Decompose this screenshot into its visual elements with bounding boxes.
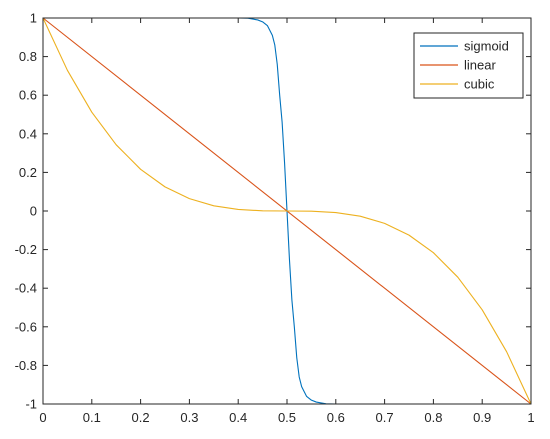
x-tick-label: 0.6	[327, 410, 345, 425]
x-tick-label: 0	[39, 410, 46, 425]
x-tick-label: 0.9	[473, 410, 491, 425]
x-tick-label: 0.8	[424, 410, 442, 425]
legend-label-cubic: cubic	[464, 77, 495, 92]
y-tick-label: 0.2	[19, 165, 37, 180]
y-tick-label: -0.6	[15, 319, 37, 334]
y-tick-label: -1	[25, 397, 37, 412]
y-tick-label: -0.2	[15, 242, 37, 257]
x-tick-label: 0.5	[278, 410, 296, 425]
x-tick-label: 0.7	[376, 410, 394, 425]
y-tick-label: -0.8	[15, 358, 37, 373]
y-tick-label: 0.6	[19, 88, 37, 103]
x-tick-label: 0.2	[132, 410, 150, 425]
y-tick-label: 0.4	[19, 126, 37, 141]
x-tick-label: 0.3	[180, 410, 198, 425]
legend-label-sigmoid: sigmoid	[464, 39, 509, 54]
series-line-cubic	[42, 17, 532, 405]
x-tick-label: 0.4	[229, 410, 247, 425]
x-tick-label: 0.1	[83, 410, 101, 425]
legend: sigmoid linear cubic	[413, 32, 524, 99]
ticks-layer: 0 0.1 0.2 0.3 0.4 0.5 0.6 0.7 0.8 0.9 1 -1 -0.8 -0.6 -…	[15, 11, 535, 426]
series-layer	[42, 17, 532, 405]
y-tick-label: 0.8	[19, 49, 37, 64]
y-tick-label: 1	[30, 11, 37, 26]
legend-label-linear: linear	[464, 58, 496, 73]
y-tick-label: -0.4	[15, 281, 37, 296]
y-tick-label: 0	[30, 204, 37, 219]
x-tick-label: 1	[527, 410, 534, 425]
